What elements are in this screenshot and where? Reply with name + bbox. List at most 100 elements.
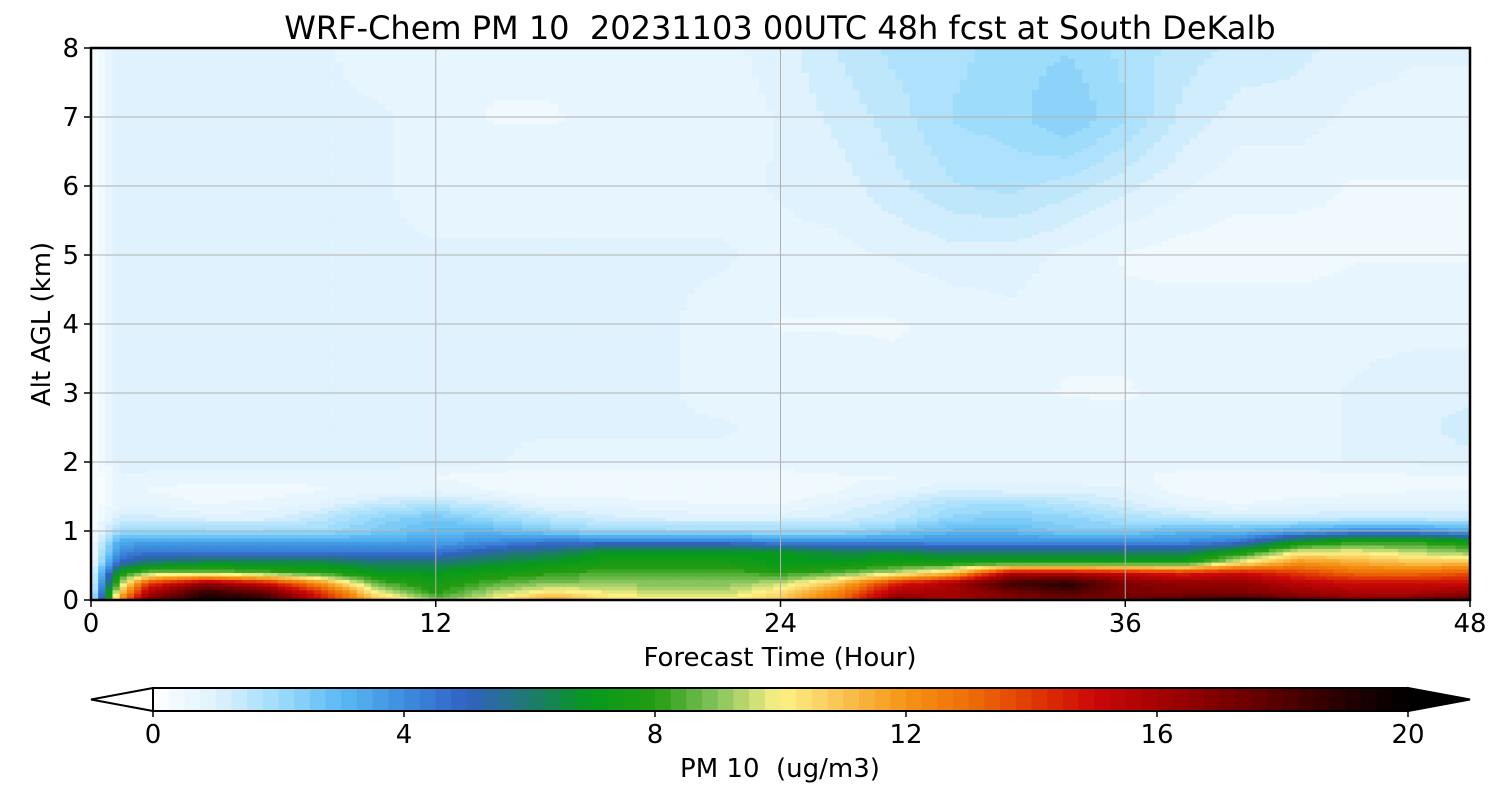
heatmap-cell — [184, 413, 193, 418]
heatmap-cell — [270, 544, 279, 549]
heatmap-cell — [105, 186, 114, 191]
heatmap-cell — [119, 517, 128, 522]
heatmap-cell — [299, 465, 308, 470]
heatmap-cell — [227, 65, 236, 70]
heatmap-cell — [98, 227, 106, 232]
heatmap-cell — [177, 551, 185, 556]
heatmap-cell — [112, 479, 121, 484]
heatmap-cell — [155, 555, 164, 560]
heatmap-cell — [198, 313, 207, 318]
heatmap-cell — [241, 144, 250, 149]
heatmap-cell — [170, 472, 178, 477]
heatmap-cell — [292, 230, 300, 235]
heatmap-cell — [227, 575, 236, 580]
heatmap-cell — [292, 106, 300, 111]
heatmap-cell — [277, 472, 286, 477]
heatmap-cell — [198, 75, 207, 80]
heatmap-cell — [220, 417, 229, 422]
heatmap-cell — [220, 393, 229, 398]
heatmap-cell — [292, 248, 300, 253]
heatmap-cell — [119, 113, 128, 118]
heatmap-cell — [256, 406, 264, 411]
heatmap-cell — [91, 258, 99, 263]
heatmap-cell — [148, 396, 157, 401]
heatmap-cell — [98, 117, 106, 122]
heatmap-cell — [213, 82, 221, 87]
heatmap-cell — [270, 182, 279, 187]
heatmap-cell — [241, 517, 250, 522]
heatmap-cell — [313, 548, 322, 553]
heatmap-cell — [119, 175, 128, 180]
heatmap-cell — [299, 534, 308, 539]
heatmap-cell — [134, 396, 142, 401]
heatmap-cell — [162, 85, 171, 90]
heatmap-cell — [184, 448, 193, 453]
heatmap-cell — [148, 265, 157, 270]
heatmap-cell — [234, 517, 243, 522]
heatmap-cell — [227, 444, 236, 449]
heatmap-cell — [126, 255, 135, 260]
heatmap-cell — [277, 506, 286, 511]
heatmap-cell — [148, 382, 157, 387]
heatmap-cell — [256, 61, 264, 66]
heatmap-cell — [205, 313, 214, 318]
heatmap-cell — [112, 444, 121, 449]
heatmap-cell — [141, 134, 150, 139]
heatmap-cell — [191, 430, 200, 435]
heatmap-cell — [277, 534, 286, 539]
heatmap-cell — [184, 244, 193, 249]
heatmap-cell — [184, 568, 193, 573]
heatmap-cell — [170, 75, 178, 80]
heatmap-cell — [162, 58, 171, 63]
heatmap-cell — [227, 486, 236, 491]
heatmap-cell — [220, 406, 229, 411]
heatmap-cell — [299, 372, 308, 377]
heatmap-cell — [234, 324, 243, 329]
heatmap-cell — [263, 555, 272, 560]
heatmap-cell — [191, 548, 200, 553]
heatmap-cell — [162, 541, 171, 546]
heatmap-cell — [119, 141, 128, 146]
heatmap-cell — [198, 575, 207, 580]
heatmap-cell — [256, 593, 264, 598]
heatmap-cell — [306, 275, 315, 280]
heatmap-cell — [177, 268, 185, 273]
heatmap-cell — [134, 462, 142, 467]
heatmap-cell — [205, 227, 214, 232]
heatmap-cell — [270, 230, 279, 235]
heatmap-cell — [270, 531, 279, 536]
heatmap-cell — [263, 513, 272, 518]
heatmap-cell — [155, 544, 164, 549]
heatmap-cell — [155, 413, 164, 418]
heatmap-cell — [198, 61, 207, 66]
heatmap-cell — [220, 58, 229, 63]
heatmap-cell — [263, 227, 272, 232]
heatmap-cell — [191, 72, 200, 77]
heatmap-cell — [148, 244, 157, 249]
heatmap-cell — [105, 493, 114, 498]
heatmap-cell — [205, 210, 214, 215]
heatmap-cell — [184, 144, 193, 149]
heatmap-cell — [270, 524, 279, 529]
heatmap-cell — [191, 306, 200, 311]
heatmap-cell — [256, 237, 264, 242]
heatmap-cell — [162, 320, 171, 325]
heatmap-cell — [126, 317, 135, 322]
heatmap-cell — [220, 341, 229, 346]
heatmap-cell — [227, 196, 236, 201]
heatmap-cell — [292, 324, 300, 329]
heatmap-cell — [148, 168, 157, 173]
heatmap-cell — [155, 320, 164, 325]
heatmap-cell — [263, 396, 272, 401]
heatmap-cell — [198, 413, 207, 418]
heatmap-cell — [299, 472, 308, 477]
heatmap-cell — [205, 192, 214, 197]
heatmap-cell — [184, 389, 193, 394]
heatmap-cell — [98, 551, 106, 556]
heatmap-cell — [284, 89, 293, 94]
heatmap-cell — [141, 51, 150, 56]
heatmap-cell — [126, 410, 135, 415]
heatmap-cell — [249, 334, 257, 339]
heatmap-cell — [249, 472, 257, 477]
heatmap-cell — [284, 420, 293, 425]
